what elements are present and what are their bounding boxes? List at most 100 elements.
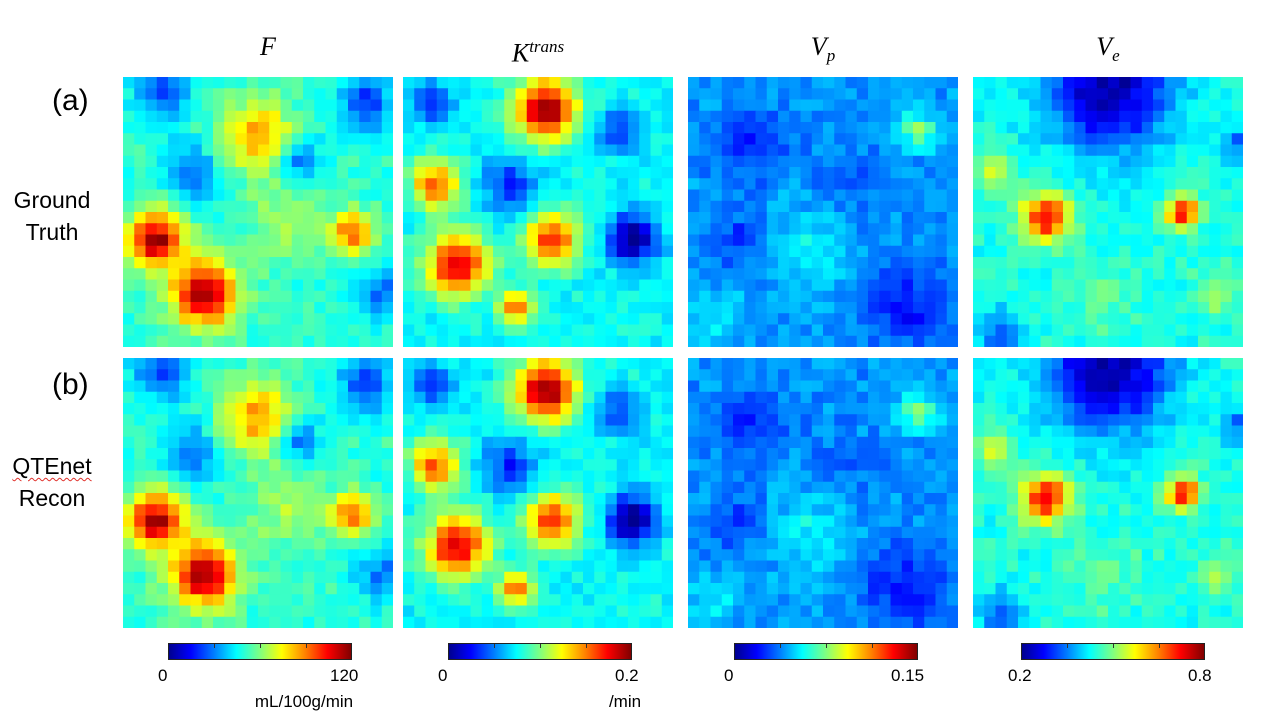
map-pixel <box>179 313 192 326</box>
map-pixel <box>879 459 892 472</box>
map-pixel <box>1096 302 1109 314</box>
map-pixel <box>699 335 712 347</box>
map-pixel <box>984 223 997 236</box>
map-pixel <box>1119 313 1132 326</box>
map-pixel <box>1209 571 1222 584</box>
map-pixel <box>493 448 505 460</box>
map-pixel <box>856 560 869 573</box>
map-pixel <box>515 133 528 146</box>
map-pixel <box>235 605 248 618</box>
map-pixel <box>1040 414 1053 427</box>
map-pixel <box>235 549 248 562</box>
map-pixel <box>1130 335 1143 347</box>
map-pixel <box>280 200 293 213</box>
map-pixel <box>699 549 712 562</box>
map-pixel <box>879 526 892 539</box>
map-pixel <box>1051 403 1064 415</box>
map-pixel <box>291 583 304 595</box>
map-pixel <box>515 403 528 415</box>
map-pixel <box>359 448 372 460</box>
map-pixel <box>973 88 985 101</box>
map-pixel <box>213 88 225 101</box>
map-pixel <box>515 616 528 628</box>
map-pixel <box>1018 122 1030 134</box>
map-pixel <box>1198 167 1210 179</box>
map-pixel <box>913 234 925 247</box>
map-pixel <box>594 560 607 573</box>
map-pixel <box>856 470 869 483</box>
map-pixel <box>924 234 937 247</box>
map-pixel <box>721 245 734 258</box>
map-pixel <box>201 403 214 415</box>
map-pixel <box>1186 178 1199 191</box>
map-pixel <box>1018 200 1030 213</box>
map-pixel <box>650 358 663 370</box>
map-pixel <box>616 560 629 573</box>
map-pixel <box>823 470 835 483</box>
map-pixel <box>359 470 372 483</box>
map-pixel <box>1153 223 1165 236</box>
map-pixel <box>549 605 562 618</box>
map-pixel <box>1063 380 1075 393</box>
map-pixel <box>560 144 573 157</box>
map-pixel <box>1153 144 1165 157</box>
map-pixel <box>811 459 824 472</box>
map-pixel <box>336 155 349 168</box>
map-pixel <box>1141 88 1154 101</box>
map-pixel <box>935 189 948 202</box>
map-pixel <box>973 470 985 483</box>
map-pixel <box>946 380 958 393</box>
map-pixel <box>1085 403 1098 415</box>
map-pixel <box>901 369 914 382</box>
map-pixel <box>1108 77 1120 89</box>
map-pixel <box>868 594 880 607</box>
map-pixel <box>370 313 383 326</box>
map-pixel <box>789 279 802 292</box>
map-pixel <box>538 403 550 415</box>
map-pixel <box>526 493 539 505</box>
map-pixel <box>493 302 505 314</box>
map-pixel <box>913 459 925 472</box>
map-pixel <box>325 167 338 179</box>
map-pixel <box>571 493 584 505</box>
map-pixel <box>448 605 460 618</box>
map-pixel <box>710 470 723 483</box>
map-pixel <box>1029 302 1042 314</box>
map-pixel <box>134 470 147 483</box>
map-pixel <box>1164 144 1177 157</box>
map-pixel <box>973 538 985 550</box>
map-pixel <box>699 560 712 573</box>
map-pixel <box>325 369 338 382</box>
map-pixel <box>935 526 948 539</box>
map-pixel <box>1153 391 1165 404</box>
map-pixel <box>560 155 573 168</box>
map-pixel <box>935 335 948 347</box>
map-pixel <box>890 122 903 134</box>
map-pixel <box>526 380 539 393</box>
map-pixel <box>571 234 584 247</box>
map-pixel <box>995 515 1008 528</box>
map-pixel <box>1040 526 1053 539</box>
map-pixel <box>571 110 584 123</box>
map-pixel <box>744 167 757 179</box>
map-pixel <box>1029 88 1042 101</box>
map-pixel <box>325 571 338 584</box>
map-pixel <box>314 616 327 628</box>
map-pixel <box>560 302 573 314</box>
map-pixel <box>744 369 757 382</box>
map-pixel <box>549 425 562 438</box>
map-pixel <box>1231 358 1243 370</box>
map-pixel <box>526 234 539 247</box>
map-pixel <box>879 481 892 494</box>
map-pixel <box>1130 616 1143 628</box>
map-pixel <box>1051 358 1064 370</box>
map-pixel <box>594 549 607 562</box>
map-pixel <box>258 189 270 202</box>
map-pixel <box>549 234 562 247</box>
map-pixel <box>425 481 438 494</box>
map-pixel <box>246 257 259 269</box>
map-pixel <box>733 515 745 528</box>
map-pixel <box>504 380 517 393</box>
map-pixel <box>699 122 712 134</box>
map-pixel <box>325 391 338 404</box>
